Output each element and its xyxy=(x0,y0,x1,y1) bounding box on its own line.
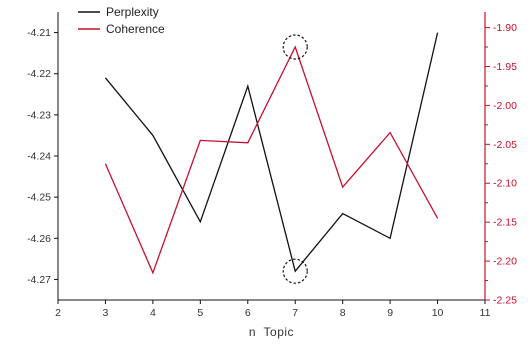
series-line-perplexity xyxy=(104,32,439,273)
annotation-circle xyxy=(282,258,308,284)
x-tick-label: 4 xyxy=(150,307,156,319)
y-tick-label: -4.23 xyxy=(27,109,51,121)
y2-tick-label: -2.05 xyxy=(493,139,517,151)
legend: Perplexity Coherence xyxy=(78,5,165,36)
x-tick-label: 2 xyxy=(55,307,61,319)
axes xyxy=(57,12,486,301)
x-tick-label: 8 xyxy=(340,307,346,319)
x-tick-label: 3 xyxy=(103,307,109,319)
y2-tick-label: -2.25 xyxy=(493,295,517,307)
ticks: 2 3 4 5 6 7 8 9 10 11 -4.21 -4.22 -4.23 -4.24 -4.25 -4.… xyxy=(27,22,517,319)
y-tick-label: -4.25 xyxy=(27,192,51,204)
series-lines xyxy=(104,32,439,275)
annotations xyxy=(282,34,308,284)
x-tick-label: 7 xyxy=(292,307,298,319)
y2-tick-label: -1.90 xyxy=(493,22,517,34)
y2-tick-label: -2.10 xyxy=(493,178,517,190)
x-tick-label: 6 xyxy=(245,307,251,319)
x-axis-label: n Topic xyxy=(249,325,294,339)
legend-label-coherence: Coherence xyxy=(106,22,165,36)
x-tick-label: 11 xyxy=(480,307,491,319)
y-tick-label: -4.27 xyxy=(27,274,51,286)
x-tick-label: 9 xyxy=(387,307,393,319)
y2-tick-label: -1.95 xyxy=(493,61,517,73)
y-tick-label: -4.24 xyxy=(27,151,51,163)
y-tick-label: -4.26 xyxy=(27,233,51,245)
annotation-circle xyxy=(282,34,308,60)
y2-tick-label: -2.00 xyxy=(493,100,517,112)
legend-label-perplexity: Perplexity xyxy=(106,5,159,19)
series-line-coherence xyxy=(104,45,439,275)
y-tick-label: -4.21 xyxy=(27,27,51,39)
y2-tick-label: -2.20 xyxy=(493,256,517,268)
x-tick-label: 10 xyxy=(432,307,444,319)
x-tick-label: 5 xyxy=(197,307,203,319)
y-tick-label: -4.22 xyxy=(27,68,51,80)
y2-tick-label: -2.15 xyxy=(493,217,517,229)
